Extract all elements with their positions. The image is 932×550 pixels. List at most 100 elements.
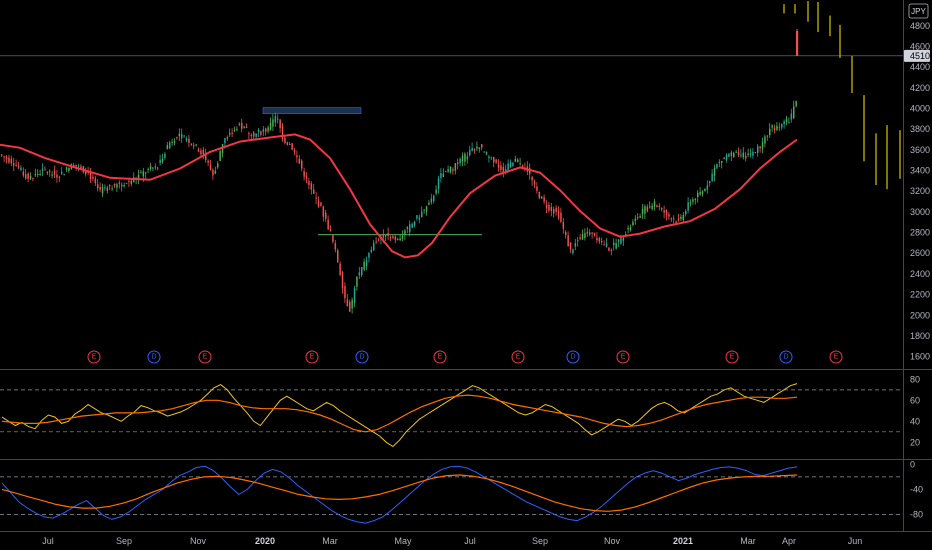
price-tick-label: 4200 <box>910 83 930 93</box>
candle-body <box>466 156 469 160</box>
candle-body <box>351 299 353 309</box>
candle-body <box>267 127 269 132</box>
candle-body <box>627 227 629 230</box>
price-tick-label: 2200 <box>910 290 930 300</box>
earnings-event-label: E <box>730 354 735 361</box>
candle-body <box>723 157 725 159</box>
candle-body <box>22 171 25 176</box>
candle-body <box>589 232 591 235</box>
candle-body <box>253 132 255 137</box>
candle-body <box>488 156 490 158</box>
candle-body <box>428 202 430 205</box>
rsi-tick-label: 20 <box>910 437 920 447</box>
annotations <box>0 55 903 236</box>
candle-body <box>243 126 245 128</box>
candle-body <box>137 174 140 179</box>
oscillator-panel <box>0 465 903 524</box>
candle-body <box>200 150 202 155</box>
candle-body <box>646 206 649 211</box>
candle-body <box>361 267 363 276</box>
candle-body <box>339 263 341 275</box>
candle-body <box>149 166 152 170</box>
candle-body <box>692 199 694 202</box>
candle-body <box>313 189 315 194</box>
candle-body <box>639 216 641 218</box>
candle-body <box>106 187 109 191</box>
time-tick-label: Mar <box>740 536 756 546</box>
candle-body <box>109 185 111 187</box>
candle-body <box>694 198 697 200</box>
candle-body <box>603 244 605 246</box>
candle-body <box>188 138 190 143</box>
candle-body <box>697 192 699 198</box>
candle-body <box>399 238 401 241</box>
candle-body <box>317 200 320 207</box>
candle-body <box>181 134 183 139</box>
candle-body <box>562 222 565 229</box>
oscillator-tick-label: -80 <box>910 509 923 519</box>
candle-body <box>94 178 97 184</box>
candle-body <box>718 161 721 163</box>
candle-body <box>517 159 519 163</box>
price-tick-label: 2000 <box>910 310 930 320</box>
earnings-event-label: E <box>92 354 97 361</box>
candle-body <box>265 128 267 132</box>
candle-body <box>418 217 421 220</box>
candle-body <box>586 231 589 234</box>
candle-body <box>670 218 673 220</box>
candle-body <box>423 209 425 211</box>
candle-body <box>461 155 464 162</box>
candle-body <box>608 247 610 251</box>
candle-body <box>145 172 147 174</box>
candle-body <box>649 206 651 208</box>
candle-body <box>533 181 536 185</box>
candle-body <box>209 164 212 170</box>
candle-body <box>125 183 128 185</box>
candle-body <box>296 155 298 158</box>
candle-body <box>713 168 716 177</box>
candle-body <box>567 235 569 247</box>
candle-body <box>404 230 406 235</box>
candle-body <box>34 174 37 176</box>
time-tick-label: Jul <box>42 536 54 546</box>
candle-body <box>442 173 445 177</box>
candle-body <box>637 217 639 219</box>
candle-body <box>445 171 447 173</box>
candle-body <box>217 163 219 168</box>
price-tick-label: 4400 <box>910 62 930 72</box>
candle-body <box>236 129 238 131</box>
candle-body <box>305 176 308 179</box>
candle-body <box>706 185 709 190</box>
candle-body <box>284 137 286 143</box>
earnings-event-marker <box>725 350 739 364</box>
candle-body <box>783 121 785 125</box>
price-tick-label: 2600 <box>910 248 930 258</box>
earnings-event-label: E <box>834 354 839 361</box>
candle-body <box>332 235 334 242</box>
dividend-event-label: D <box>151 354 156 361</box>
candle-body <box>101 186 104 194</box>
candle-body <box>250 134 253 137</box>
earnings-event-label: E <box>310 354 315 361</box>
time-tick-label: Sep <box>116 536 132 546</box>
currency-badge[interactable]: JPY <box>908 3 929 19</box>
earnings-event-marker <box>433 350 447 364</box>
candle-body <box>140 172 142 174</box>
candle-body <box>260 131 262 135</box>
candle-body <box>212 169 214 176</box>
candle-body <box>430 198 433 203</box>
candle-body <box>781 124 783 128</box>
candle-body <box>202 149 205 155</box>
candle-body <box>500 165 502 171</box>
candle-body <box>673 218 675 220</box>
candle-body <box>497 164 500 168</box>
candle-body <box>425 206 428 212</box>
candle-body <box>224 138 226 144</box>
candle-body <box>677 218 680 221</box>
candle-body <box>757 146 759 153</box>
candle-body <box>387 233 389 236</box>
candle-body <box>529 168 531 175</box>
candle-body <box>113 183 116 186</box>
candle-body <box>89 172 92 180</box>
candle-body <box>293 149 296 153</box>
